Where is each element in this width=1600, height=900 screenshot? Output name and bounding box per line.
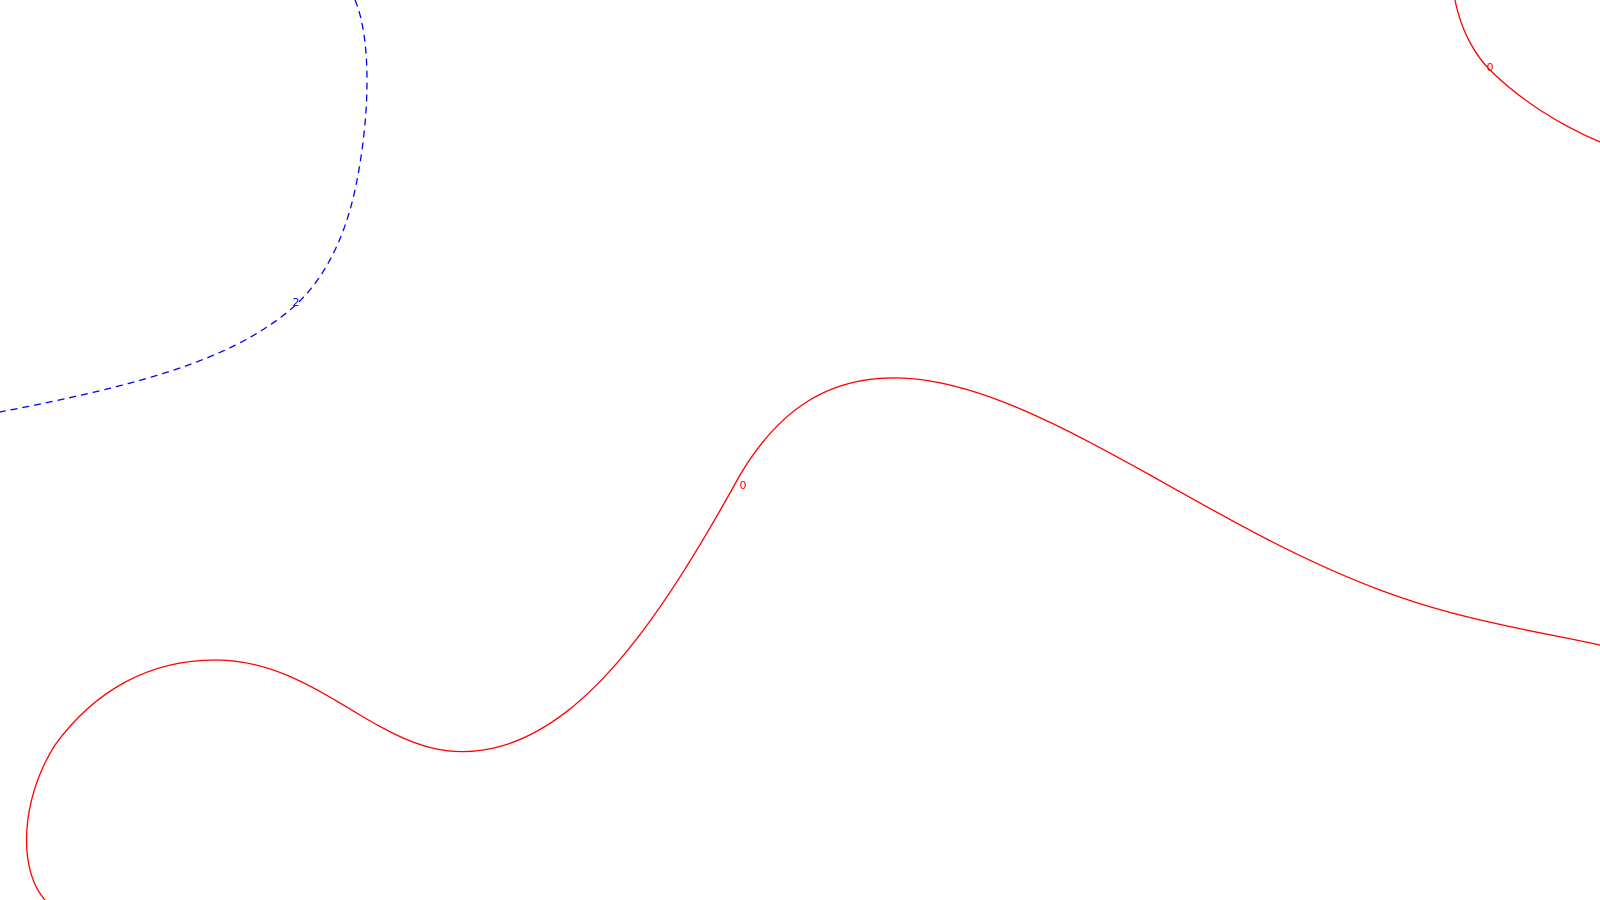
contour-line-level-2 [0,0,368,413]
contour-label-level-2: 2 [293,296,300,309]
contour-line-level-0-main [25,377,1600,900]
contour-label-level-0-corner: 0 [1487,61,1494,74]
contour-label-level-0-main: 0 [740,479,747,492]
contour-line-level-0-corner [1454,0,1600,143]
